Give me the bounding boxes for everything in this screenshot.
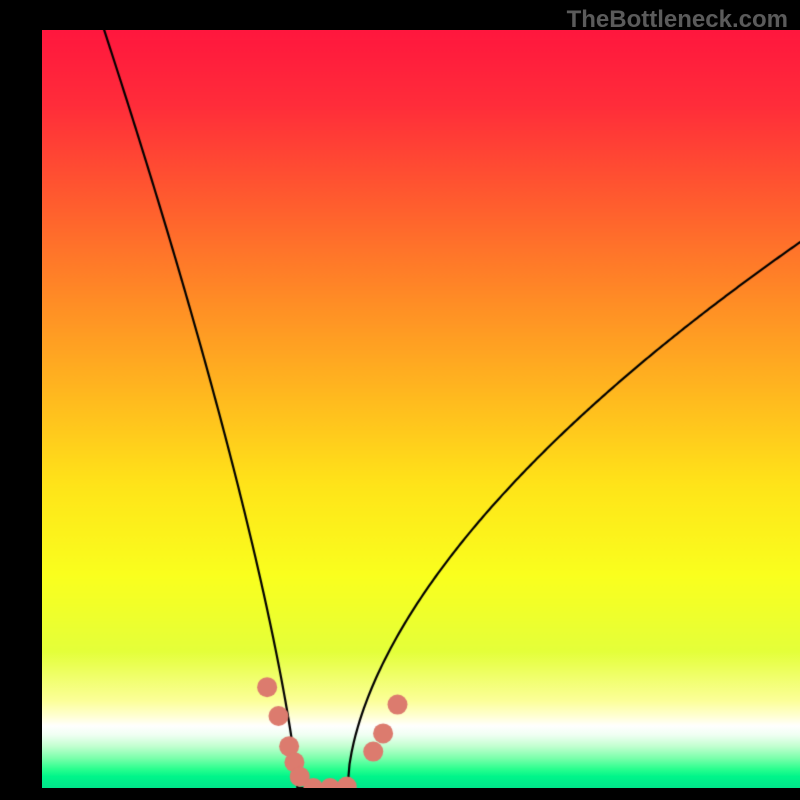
watermark-text: TheBottleneck.com <box>567 6 788 34</box>
bottleneck-curve-chart <box>42 30 800 788</box>
plot-area <box>42 30 800 788</box>
chart-stage: TheBottleneck.com <box>0 0 800 800</box>
